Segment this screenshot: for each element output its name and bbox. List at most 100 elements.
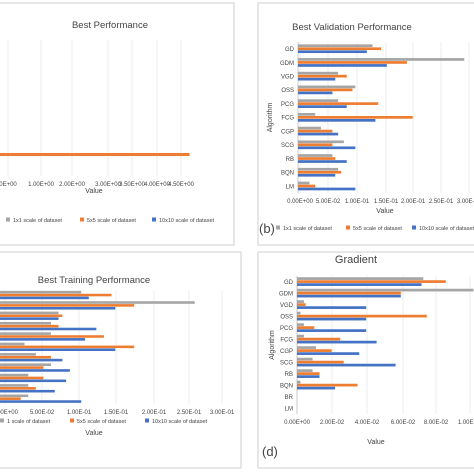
bar [0,317,59,320]
bar [297,383,358,387]
bar [0,296,89,300]
chart-panel-1: Best Performance 0E+00 1.00E+00 2.00E+00 3.0… [0,2,235,246]
x-axis-label: Value [367,439,384,446]
bar [298,181,310,185]
chart-panel-4: Gradient 0.00E+00 2.00E-02 4.00E-02 6.00E-02… [257,251,474,469]
y-axis-label: Algorithm [267,103,274,133]
bar [298,58,465,61]
bar [297,277,424,280]
bar [298,126,321,130]
legend-swatch [412,225,416,230]
bar [297,357,313,361]
chart-panel-3: Best Training Performance 0.00E+00 5.00E-0… [0,251,242,469]
bar [298,143,333,147]
legend-swatch [145,418,149,423]
x-tick-label: 3.00E+00 [95,182,122,188]
bar [297,329,367,332]
x-tick-label: 2.00E+00 [59,182,86,188]
bar [297,337,341,341]
bar [297,288,474,292]
bar [0,400,82,403]
bar [0,348,116,352]
legend-label: 5x5 scale of dataset [77,419,126,425]
bar [297,306,367,309]
bar [297,386,336,390]
category-label: PCG [281,102,294,108]
bar [297,326,315,329]
x-tick-label: 5.00E-02 [316,199,341,205]
category-label: OSS [281,88,294,94]
chart-panel-2: Best Validation Performance 0.00E+00 5.00E… [257,2,474,246]
bar [0,304,135,307]
bar [0,387,36,390]
bar [298,154,333,157]
bar [298,85,356,89]
bar [298,71,339,75]
legend-label: 1x1 scale of dataset [283,226,332,232]
category-label: VGD [280,303,294,309]
bar [297,375,320,378]
x-tick-label: 6.00E-02 [391,420,416,426]
bar [0,379,67,383]
bar [298,50,367,54]
bar [297,314,427,318]
x-tick-label: 1.50E-01 [374,199,399,205]
bar [297,300,304,303]
bars-group [0,290,195,403]
x-tick-label: 1.50E-01 [104,410,129,416]
bar [297,363,396,367]
chart-title: Best Validation Performance [292,22,412,33]
category-label: RB [286,157,294,163]
bar [298,140,344,144]
x-tick-label: 2.00E-02 [320,420,345,426]
bar [297,369,313,372]
category-label: SCG [281,143,294,149]
bar [0,306,116,310]
legend-label: 10x10 scale of dataset [152,419,208,425]
bar [0,332,51,335]
x-tick-label: 4.00E+00 [144,182,171,188]
bar [298,44,373,48]
bar [298,157,336,160]
bar [297,303,306,306]
bar [297,280,446,283]
bar [0,355,51,359]
x-tick-label: 1.00E-01 [458,420,474,426]
bar [298,160,347,163]
bar [0,369,70,372]
bar [0,301,195,304]
bar [298,61,407,64]
category-label: FCG [281,116,294,122]
legend-swatch [70,418,74,423]
bar [0,358,63,362]
x-tick-label: 0E+00 [0,182,17,188]
x-axis-label: Value [376,208,393,215]
chart-title: Best Training Performance [38,275,150,286]
bar [298,47,382,51]
category-label: OSS [280,314,293,320]
category-label: CGP [281,129,294,135]
bar [298,129,333,133]
bar [298,170,341,174]
bar [0,327,97,331]
legend-swatch [6,217,10,222]
legend-label: 10x10 scale of dataset [419,226,474,232]
x-tick-label: 8.00E-02 [424,420,449,426]
legend-label: 5x5 scale of dataset [353,226,402,232]
x-tick-label: 1.00E+00 [28,182,55,188]
bar [298,167,339,171]
bar [298,99,339,102]
bar [0,293,112,297]
x-tick-label: 3.00E-01 [457,199,474,205]
category-label: LM [286,184,294,190]
bar [298,132,339,136]
category-label: BQN [281,171,294,177]
x-tick-label: 5.00E-02 [30,410,55,416]
bar [0,314,63,318]
bar [0,338,86,341]
panel-frame [0,2,235,246]
bar [0,389,55,393]
bar [298,146,356,150]
category-label: PCG [280,326,293,332]
legend-swatch [152,217,156,222]
